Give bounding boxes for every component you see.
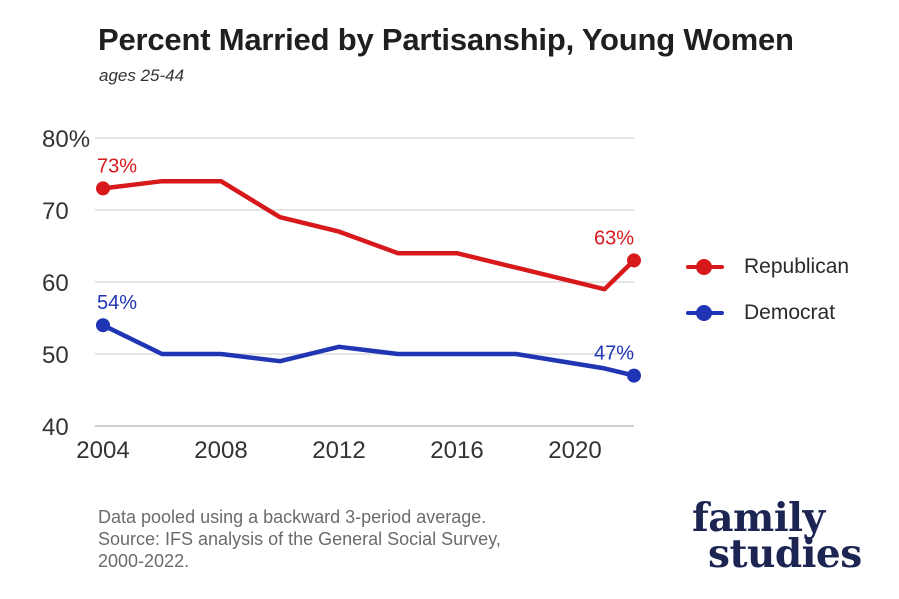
data-point-democrat [627,368,641,383]
data-point-democrat [96,318,110,333]
legend-label-republican: Republican [744,255,850,278]
y-axis-ticks: 40 50 60 70 80% [42,126,90,441]
note-line-3: 2000-2022. [98,551,190,571]
legend-label-democrat: Democrat [744,301,836,324]
legend-item-republican: Republican [686,244,849,290]
y-tick-label: 80% [42,126,90,153]
y-tick-label: 70 [42,198,69,225]
x-tick-label: 2016 [430,437,483,464]
chart-note: Data pooled using a backward 3-period av… [98,506,618,572]
series-group [96,178,641,383]
data-point-republican [96,181,110,196]
series-line-democrat [100,322,637,378]
chart-title: Percent Married by Partisanship, Young W… [98,22,794,57]
data-label-republican: 63% [594,227,634,249]
x-tick-label: 2012 [312,437,365,464]
x-tick-label: 2020 [548,437,601,464]
legend-item-democrat: Democrat [686,290,849,336]
y-tick-label: 40 [42,414,69,441]
series-line-republican [100,178,637,292]
note-line-2: Source: IFS analysis of the General Soci… [98,529,501,549]
y-tick-label: 50 [42,342,69,369]
x-tick-label: 2004 [76,437,129,464]
logo-line-1: family [692,495,825,541]
data-labels: 73% 63% 54% 47% [97,155,634,364]
x-tick-label: 2008 [194,437,247,464]
chart-subtitle: ages 25-44 [99,66,185,85]
x-axis-ticks: 2004 2008 2012 2016 2020 [76,437,601,464]
legend: Republican Democrat [686,244,849,336]
data-point-republican [627,253,641,268]
note-line-1: Data pooled using a backward 3-period av… [98,507,487,527]
data-label-republican: 73% [97,155,137,177]
family-studies-logo: family studies [692,495,862,577]
legend-swatch-democrat [686,304,724,322]
data-label-democrat: 54% [97,292,137,314]
logo-line-2: studies [708,531,862,577]
y-tick-label: 60 [42,270,69,297]
legend-swatch-republican [686,258,724,276]
data-label-democrat: 47% [594,343,634,365]
